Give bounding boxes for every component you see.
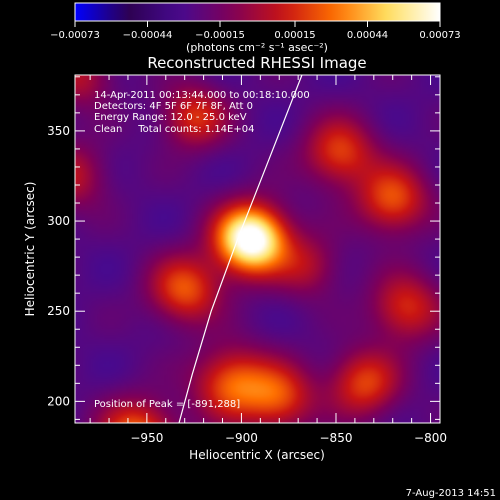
annotation-peak-position: Position of Peak = [-891,288] bbox=[94, 399, 240, 410]
annotation-time-range: 14-Apr-2011 00:13:44.000 to 00:18:10.000 bbox=[94, 90, 310, 101]
y-tick-label: 300 bbox=[47, 214, 70, 228]
colorbar-tick-label: −0.00073 bbox=[50, 30, 100, 41]
y-tick-label: 350 bbox=[47, 124, 70, 138]
colorbar-tick-label: −0.00044 bbox=[123, 30, 173, 41]
x-tick-label: −800 bbox=[414, 431, 447, 445]
heatmap-image bbox=[75, 75, 440, 423]
colorbar-tick-label: 0.00015 bbox=[274, 30, 315, 41]
x-tick-label: −900 bbox=[225, 431, 258, 445]
y-tick-label: 200 bbox=[47, 394, 70, 408]
x-axis-label: Heliocentric X (arcsec) bbox=[189, 448, 325, 462]
x-tick-label: −950 bbox=[130, 431, 163, 445]
colorbar bbox=[74, 2, 441, 22]
colorbar-unit-label: (photons cm⁻² s⁻¹ asec⁻²) bbox=[186, 41, 328, 54]
colorbar-tick-label: −0.00015 bbox=[195, 30, 245, 41]
x-tick-label: −850 bbox=[320, 431, 353, 445]
colorbar-tick-label: 0.00073 bbox=[419, 30, 460, 41]
axis-ticks: −950 −900 −850 −800 200 250 300 350 bbox=[47, 75, 447, 445]
annotation-clean: Clean Total counts: 1.14E+04 bbox=[94, 124, 254, 135]
solar-limb-line bbox=[178, 75, 303, 423]
annotation-detectors: Detectors: 4F 5F 6F 7F 8F, Att 0 bbox=[94, 101, 253, 112]
plot-frame bbox=[74, 74, 441, 424]
annotation-energy: Energy Range: 12.0 - 25.0 keV bbox=[94, 112, 247, 123]
y-tick-label: 250 bbox=[47, 304, 70, 318]
y-axis-label: Heliocentric Y (arcsec) bbox=[23, 182, 37, 317]
timestamp: 7-Aug-2013 14:51 bbox=[406, 488, 496, 499]
colorbar-ticks: −0.00073 −0.00044 −0.00015 0.00015 0.00044 0.… bbox=[50, 21, 461, 41]
chart-title: Reconstructed RHESSI Image bbox=[147, 54, 366, 72]
colorbar-tick-label: 0.00044 bbox=[347, 30, 388, 41]
